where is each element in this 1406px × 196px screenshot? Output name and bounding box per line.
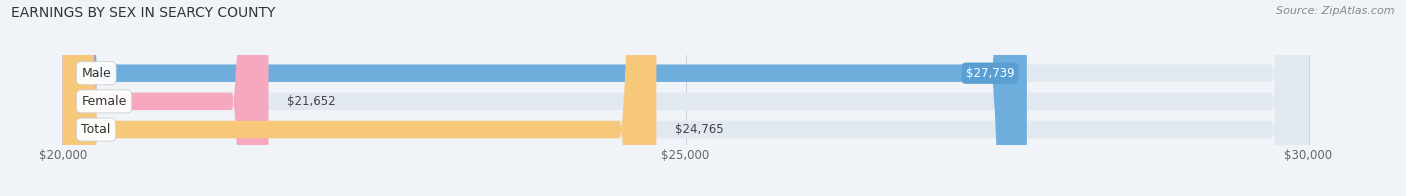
FancyBboxPatch shape (63, 0, 1026, 196)
Text: Male: Male (82, 67, 111, 80)
FancyBboxPatch shape (63, 0, 1309, 196)
FancyBboxPatch shape (63, 0, 269, 196)
Text: $21,652: $21,652 (287, 95, 336, 108)
Text: $27,739: $27,739 (966, 67, 1014, 80)
FancyBboxPatch shape (63, 0, 1309, 196)
Text: $24,765: $24,765 (675, 123, 724, 136)
FancyBboxPatch shape (63, 0, 1309, 196)
Text: Total: Total (82, 123, 111, 136)
Text: Female: Female (82, 95, 127, 108)
Text: EARNINGS BY SEX IN SEARCY COUNTY: EARNINGS BY SEX IN SEARCY COUNTY (11, 6, 276, 20)
FancyBboxPatch shape (63, 0, 657, 196)
Text: Source: ZipAtlas.com: Source: ZipAtlas.com (1277, 6, 1395, 16)
